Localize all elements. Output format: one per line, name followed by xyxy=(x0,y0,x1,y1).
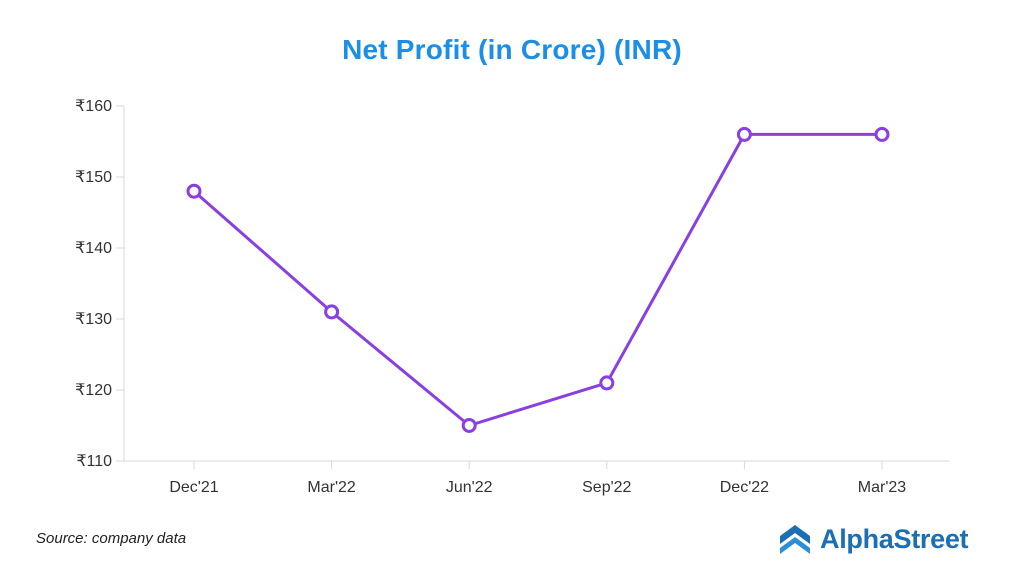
data-point xyxy=(186,183,202,199)
y-tick-label: ₹140 xyxy=(75,240,112,257)
source-note: Source: company data xyxy=(36,530,187,547)
data-point xyxy=(324,304,340,320)
y-axis-ticks: ₹110 ₹120 ₹130 ₹140 ₹150 ₹160 xyxy=(75,98,124,470)
y-tick-label: ₹160 xyxy=(75,98,112,115)
y-tick-label: ₹150 xyxy=(75,169,112,186)
chart-title: Net Profit (in Crore) (INR) xyxy=(342,34,682,65)
data-point xyxy=(874,126,890,142)
x-tick-label: Dec'21 xyxy=(169,479,218,496)
x-tick-label: Mar'22 xyxy=(307,479,356,496)
data-point xyxy=(599,375,615,391)
x-tick-label: Mar'23 xyxy=(858,479,907,496)
brand-name: AlphaStreet xyxy=(820,523,969,554)
y-tick-label: ₹120 xyxy=(75,382,112,399)
x-tick-label: Dec'22 xyxy=(720,479,769,496)
series-line xyxy=(193,132,882,427)
x-axis-ticks: Dec'21 Mar'22 Jun'22 Sep'22 Dec'22 Mar'23 xyxy=(169,461,906,496)
chart-axes xyxy=(123,106,950,462)
data-point xyxy=(736,126,752,142)
alphastreet-logo-icon xyxy=(780,525,810,554)
y-tick-label: ₹110 xyxy=(76,453,112,470)
data-point xyxy=(461,418,477,433)
series-group xyxy=(186,126,890,433)
brand-logo: AlphaStreet xyxy=(778,521,969,557)
y-tick-label: ₹130 xyxy=(75,311,112,328)
x-tick-label: Sep'22 xyxy=(582,479,631,496)
x-tick-label: Jun'22 xyxy=(446,479,493,496)
